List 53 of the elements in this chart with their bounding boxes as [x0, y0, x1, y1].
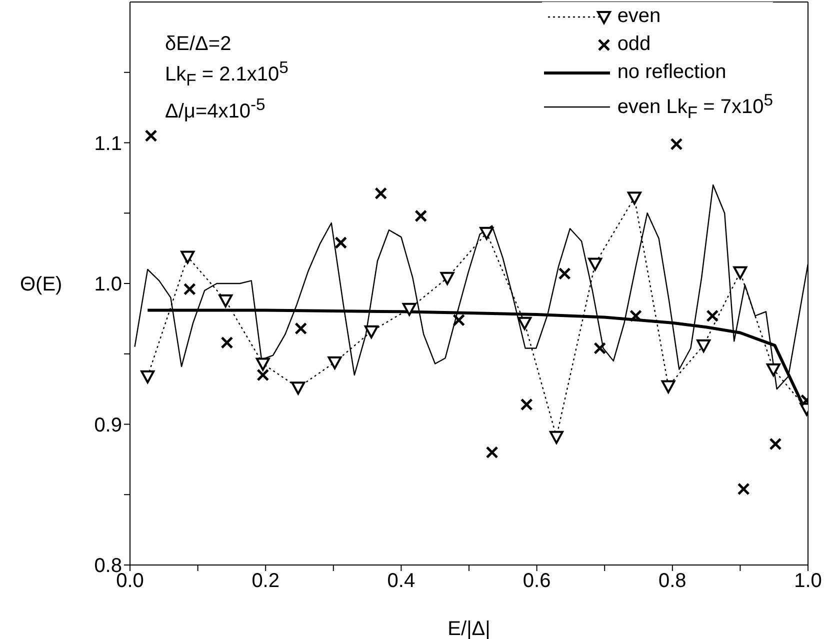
point: [696, 339, 711, 352]
point: [402, 302, 416, 316]
point: [180, 250, 195, 264]
x-tick-label: 0.8: [658, 570, 686, 592]
point: [374, 187, 388, 200]
point: [144, 129, 158, 142]
point: [256, 358, 270, 371]
y-axis-title: Θ(E): [20, 274, 62, 296]
x-tick-label: 1.0: [794, 570, 822, 592]
legend-label: even Lk$_{F}$ = 7x10$^{5}$: [617, 90, 773, 122]
point: [140, 370, 155, 384]
parameter-note: Lk$_{F}$ = 2.1x10$^{5}$: [165, 57, 288, 92]
point: [737, 482, 750, 496]
point: [670, 138, 683, 150]
point: [220, 336, 234, 349]
point: [452, 314, 466, 326]
point: [218, 294, 233, 308]
point: [480, 226, 494, 240]
point: [630, 310, 642, 322]
point: [766, 363, 780, 376]
legend-label: odd: [617, 33, 651, 55]
legend-label: even: [617, 5, 661, 27]
x-axis-title: E/|Δ|: [448, 618, 490, 639]
y-tick-label: 1.1: [94, 132, 122, 155]
y-tick-label: 0.9: [94, 414, 122, 436]
x-tick-label: 0.6: [522, 570, 551, 592]
point: [328, 356, 342, 370]
parameter-note: δE/Δ=2: [165, 32, 232, 56]
parameter-note: Δ/μ=4x10$^{-5}$: [165, 94, 266, 124]
point: [627, 192, 642, 205]
point: [256, 368, 270, 382]
point: [414, 210, 428, 222]
x-tick-label: 0.4: [387, 570, 416, 592]
point: [486, 446, 498, 459]
point: [558, 267, 571, 280]
point: [364, 325, 378, 338]
point: [706, 310, 719, 322]
point: [294, 322, 308, 335]
point: [183, 282, 196, 296]
x-tick-label: 0.2: [252, 570, 280, 592]
point: [594, 342, 606, 354]
point: [661, 380, 676, 394]
point: [588, 258, 602, 271]
point: [291, 382, 306, 395]
point: [440, 272, 454, 285]
point: [549, 430, 564, 444]
point: [518, 316, 532, 330]
point: [769, 438, 782, 450]
point: [334, 236, 348, 249]
point: [733, 266, 748, 280]
legend-label: no reflection: [617, 61, 726, 83]
point: [520, 398, 533, 411]
y-tick-label: 1.0: [94, 274, 122, 296]
